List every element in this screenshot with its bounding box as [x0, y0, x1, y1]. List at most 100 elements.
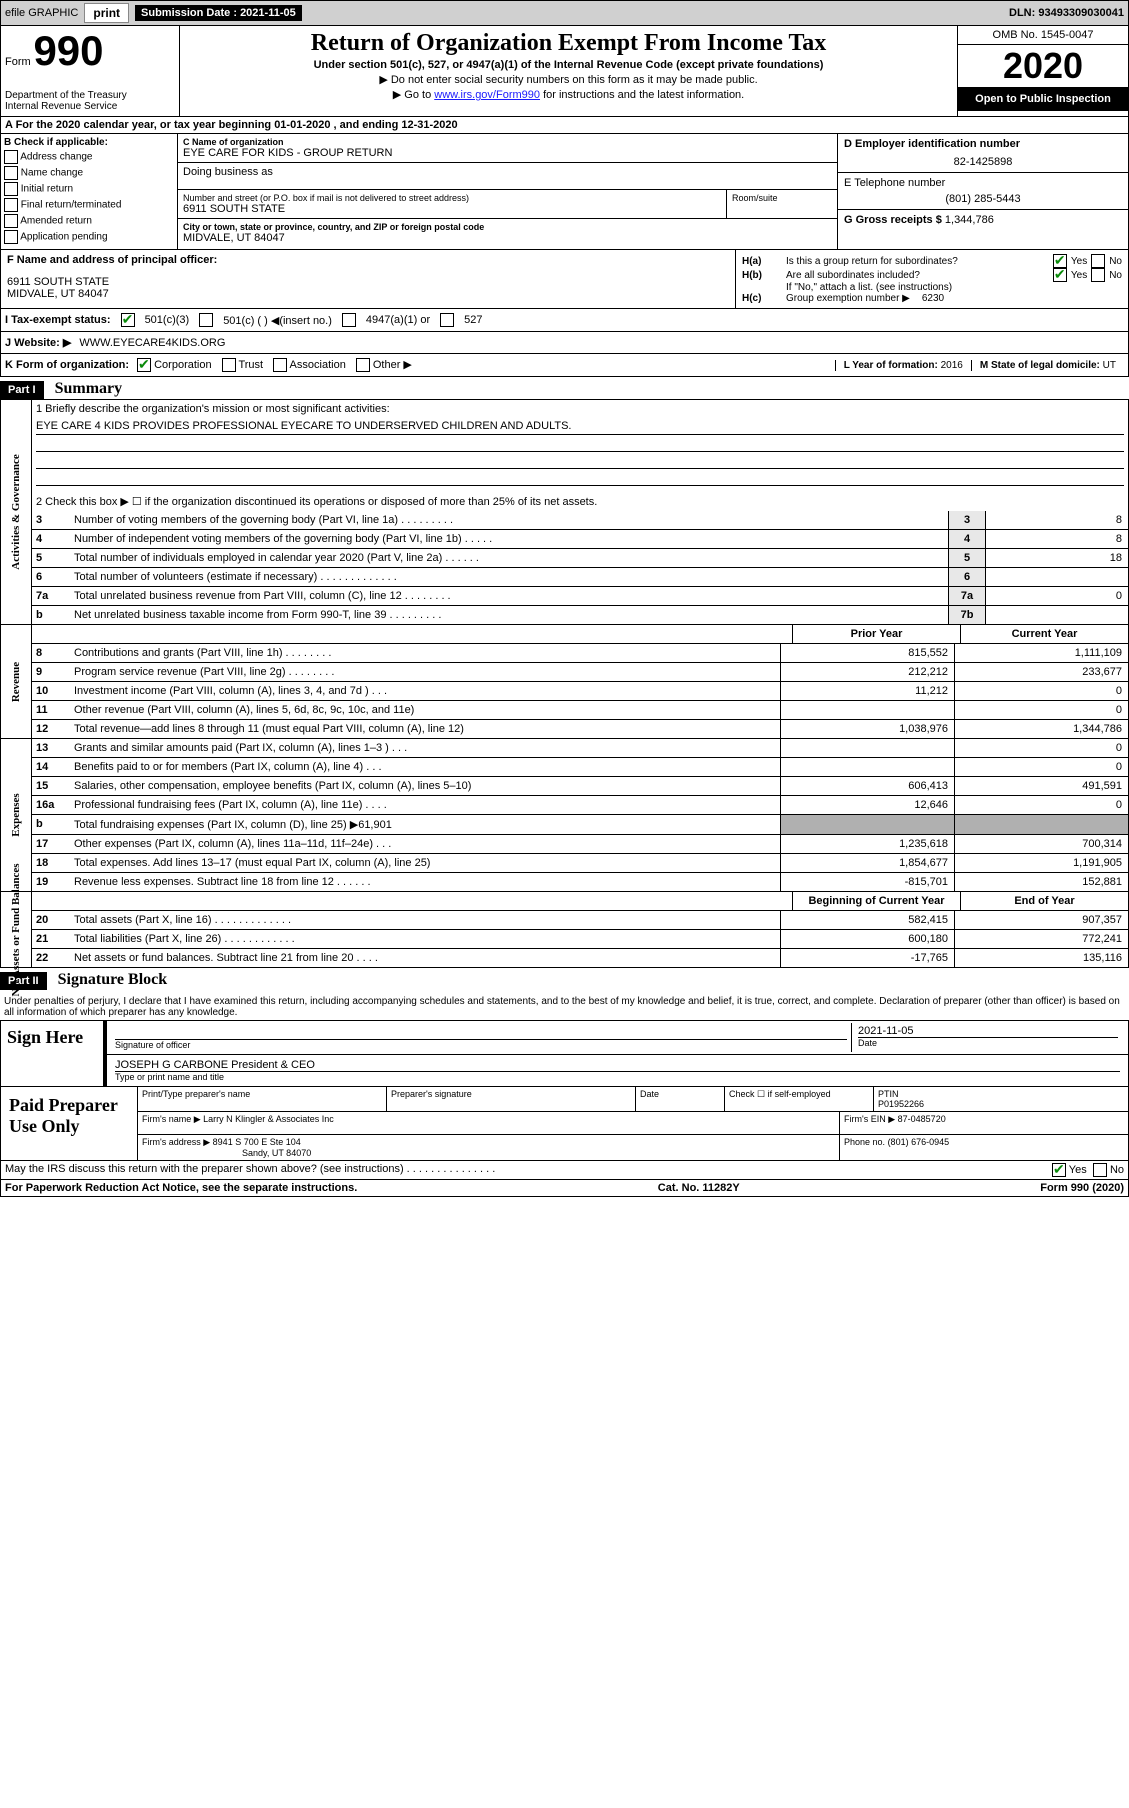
check-item[interactable]: Initial return	[4, 182, 174, 196]
check-item[interactable]: Application pending	[4, 230, 174, 244]
line-row: 5Total number of individuals employed in…	[32, 549, 1128, 568]
footer-left: For Paperwork Reduction Act Notice, see …	[5, 1182, 357, 1194]
perjury-text: Under penalties of perjury, I declare th…	[0, 994, 1129, 1021]
line-row: 10Investment income (Part VIII, column (…	[32, 682, 1128, 701]
tel-field: E Telephone number (801) 285-5443	[838, 173, 1128, 210]
hb-no-check[interactable]	[1091, 268, 1105, 282]
sub-date: 2021-11-05	[240, 7, 296, 19]
net-side-label: Net Assets or Fund Balances	[10, 863, 22, 996]
part2-header: Part II Signature Block	[0, 968, 1129, 990]
end-head: End of Year	[960, 892, 1128, 910]
no-text-3: No	[1110, 1164, 1124, 1176]
revenue-section: Revenue Prior Year Current Year 8Contrib…	[0, 625, 1129, 739]
gross-field: G Gross receipts $ 1,344,786	[838, 210, 1128, 230]
line-row: 11Other revenue (Part VIII, column (A), …	[32, 701, 1128, 720]
k-opt[interactable]: Other ▶	[356, 358, 412, 372]
tel: (801) 285-5443	[844, 193, 1122, 205]
discuss-text: May the IRS discuss this return with the…	[5, 1163, 495, 1177]
street: 6911 SOUTH STATE	[183, 203, 721, 215]
527-check[interactable]	[440, 313, 454, 327]
sign-here-row: Sign Here Signature of officer 2021-11-0…	[0, 1021, 1129, 1087]
form-link[interactable]: www.irs.gov/Form990	[434, 89, 540, 101]
ha-no-check[interactable]	[1091, 254, 1105, 268]
line-row: 8Contributions and grants (Part VIII, li…	[32, 644, 1128, 663]
hb-label: H(b)	[742, 270, 782, 281]
blank-line	[36, 437, 1124, 452]
k-opt[interactable]: Corporation	[137, 358, 212, 372]
line-row: 14Benefits paid to or for members (Part …	[32, 758, 1128, 777]
d-box: D Employer identification number 82-1425…	[837, 134, 1128, 249]
officer-addr2: MIDVALE, UT 84047	[7, 288, 729, 300]
yes-text-2: Yes	[1071, 270, 1087, 281]
check-item[interactable]: Final return/terminated	[4, 198, 174, 212]
print-button[interactable]: print	[84, 3, 129, 23]
sign-date-field: 2021-11-05 Date	[851, 1023, 1124, 1052]
prep-sig-head: Preparer's signature	[387, 1087, 636, 1111]
line-row: 21Total liabilities (Part X, line 26) . …	[32, 930, 1128, 949]
l-field: L Year of formation: 2016	[835, 360, 971, 371]
website-row: J Website: ▶ WWW.EYECARE4KIDS.ORG	[0, 332, 1129, 354]
4947-check[interactable]	[342, 313, 356, 327]
dba-label: Doing business as	[183, 166, 832, 178]
room-label: Room/suite	[727, 190, 837, 218]
line-row: 13Grants and similar amounts paid (Part …	[32, 739, 1128, 758]
form-number: 990	[33, 27, 103, 74]
line-row: 18Total expenses. Add lines 13–17 (must …	[32, 854, 1128, 873]
firm-phone-cell: Phone no. (801) 676-0945	[840, 1135, 1128, 1160]
hb-line: H(b) Are all subordinates included? Yes …	[742, 268, 1122, 282]
officer-name-label: Type or print name and title	[115, 1071, 1120, 1082]
firm-addr1: 8941 S 700 E Ste 104	[213, 1137, 301, 1147]
discuss-row: May the IRS discuss this return with the…	[0, 1161, 1129, 1180]
sub-title: Under section 501(c), 527, or 4947(a)(1)…	[186, 59, 951, 71]
discuss-no[interactable]	[1093, 1163, 1107, 1177]
org-name-field: C Name of organization EYE CARE FOR KIDS…	[178, 134, 837, 163]
501c3-check[interactable]	[121, 313, 135, 327]
firm-ein-cell: Firm's EIN ▶ 87-0485720	[840, 1112, 1128, 1134]
check-item[interactable]: Amended return	[4, 214, 174, 228]
signature-field[interactable]: Signature of officer	[111, 1023, 851, 1052]
mission-label: 1 Briefly describe the organization's mi…	[32, 400, 1128, 418]
part2-badge: Part II	[0, 972, 47, 990]
check-item[interactable]: Address change	[4, 150, 174, 164]
ptin-label: PTIN	[878, 1089, 1124, 1099]
501c-check[interactable]	[199, 313, 213, 327]
firm-label: Firm's name ▶	[142, 1114, 201, 1124]
discuss-yes[interactable]	[1052, 1163, 1066, 1177]
k-opt[interactable]: Trust	[222, 358, 264, 372]
beginning-head: Beginning of Current Year	[792, 892, 960, 910]
m-val: UT	[1103, 360, 1116, 371]
prep-date-head: Date	[636, 1087, 725, 1111]
governance-section: Activities & Governance 1 Briefly descri…	[0, 399, 1129, 625]
line-row: 3Number of voting members of the governi…	[32, 511, 1128, 530]
preparer-row: Paid Preparer Use Only Print/Type prepar…	[0, 1087, 1129, 1161]
net-header: Beginning of Current Year End of Year	[32, 892, 1128, 911]
line-row: 19Revenue less expenses. Subtract line 1…	[32, 873, 1128, 891]
line2: 2 Check this box ▶ ☐ if the organization…	[32, 492, 1128, 511]
footer-row: For Paperwork Reduction Act Notice, see …	[0, 1180, 1129, 1197]
yes-text-3: Yes	[1069, 1164, 1087, 1176]
ha-label: H(a)	[742, 256, 782, 267]
officer-label: F Name and address of principal officer:	[7, 254, 729, 266]
k-opt[interactable]: Association	[273, 358, 346, 372]
ptin-cell: PTIN P01952266	[874, 1087, 1128, 1111]
j-label: J Website: ▶	[5, 336, 71, 349]
no-text: No	[1109, 256, 1122, 267]
main-title: Return of Organization Exempt From Incom…	[186, 30, 951, 57]
m-label: M State of legal domicile:	[980, 360, 1100, 371]
hb-yes-check[interactable]	[1053, 268, 1067, 282]
no-text-2: No	[1109, 270, 1122, 281]
title-area: Return of Organization Exempt From Incom…	[180, 26, 957, 116]
current-year-head: Current Year	[960, 625, 1128, 643]
org-name: EYE CARE FOR KIDS - GROUP RETURN	[183, 147, 832, 159]
line-row: 15Salaries, other compensation, employee…	[32, 777, 1128, 796]
k-label: K Form of organization:	[5, 359, 129, 371]
rev-header: Prior Year Current Year	[32, 625, 1128, 644]
form-header: Form 990 Department of the Treasury Inte…	[0, 26, 1129, 117]
prep-name-head: Print/Type preparer's name	[138, 1087, 387, 1111]
ln-text	[70, 892, 792, 910]
ln-num	[32, 625, 70, 643]
ln-num	[32, 892, 70, 910]
opt-527: 527	[464, 314, 482, 326]
check-item[interactable]: Name change	[4, 166, 174, 180]
line-row: 17Other expenses (Part IX, column (A), l…	[32, 835, 1128, 854]
